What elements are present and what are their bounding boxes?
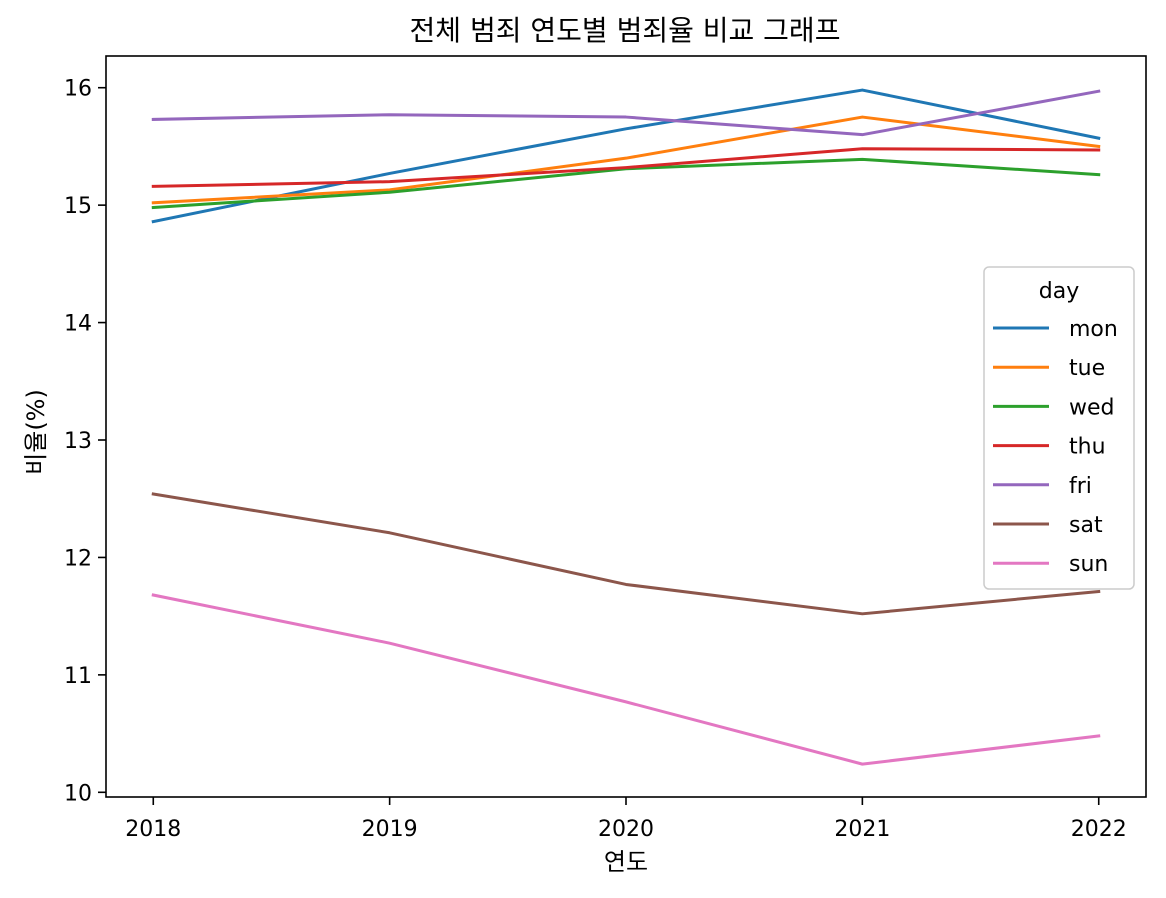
legend-label-fri: fri [1069,474,1092,499]
y-tick-label: 15 [64,194,92,219]
series-line-mon [151,88,1101,224]
chart-title: 전체 범죄 연도별 범죄율 비교 그래프 [410,14,841,47]
y-tick-label: 11 [64,664,92,689]
legend-label-sun: sun [1069,552,1108,577]
legend-label-sat: sat [1069,513,1103,538]
x-tick-label: 2022 [1071,817,1127,842]
series-line-tue [151,115,1101,205]
x-axis-label: 연도 [604,848,648,876]
legend-label-wed: wed [1069,395,1115,420]
x-tick-label: 2019 [362,817,418,842]
y-tick-label: 14 [64,312,92,337]
series-line-sat [151,492,1101,616]
plot-area: 2018 2019 2020 2021 2022 10 11 12 13 14 15 16 [64,55,1147,842]
y-axis-label: 비율(%) [22,389,50,475]
legend-label-mon: mon [1069,317,1118,342]
x-tick-label: 2020 [598,817,654,842]
series-line-thu [151,147,1101,188]
series-line-sun [151,593,1101,766]
legend-label-thu: thu [1069,435,1106,460]
legend-label-tue: tue [1069,356,1105,381]
y-tick-label: 16 [64,77,92,102]
y-tick-label: 10 [64,781,92,806]
y-tick-label: 13 [64,429,92,454]
legend-title: day [1039,279,1079,304]
y-tick-label: 12 [64,546,92,571]
x-tick-label: 2021 [834,817,890,842]
legend-box [983,266,1135,590]
legend: day mon tue wed thu fri sat sun [983,266,1135,590]
series-line-fri [151,89,1101,137]
x-tick-label: 2018 [125,817,181,842]
